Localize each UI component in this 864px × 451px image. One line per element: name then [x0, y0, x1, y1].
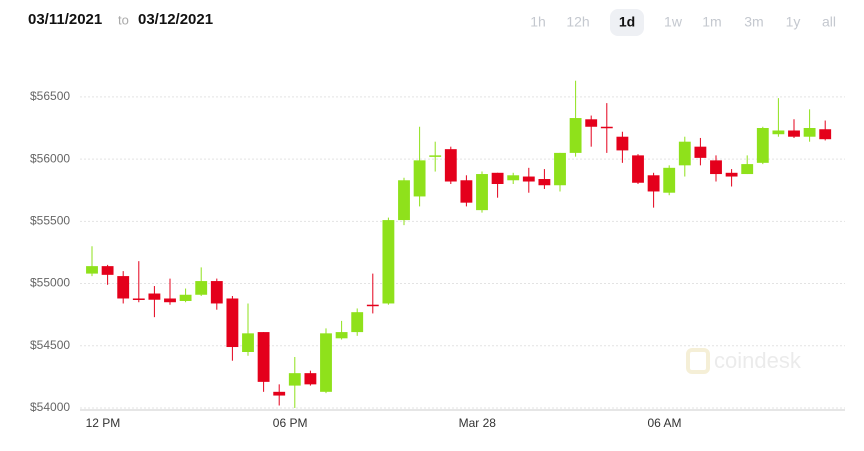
- watermark: coindesk: [686, 348, 802, 374]
- candle-body: [86, 266, 98, 274]
- candle-body: [538, 179, 551, 186]
- range-button[interactable]: 1w: [664, 14, 683, 30]
- range-button[interactable]: 1d: [619, 14, 635, 30]
- candle-body: [803, 128, 816, 137]
- candle-body: [320, 333, 332, 392]
- date-from: 03/11/2021: [28, 11, 102, 28]
- candle-body: [756, 128, 769, 163]
- watermark-text: coindesk: [714, 348, 802, 373]
- candle-body: [522, 176, 535, 182]
- candle-body: [616, 136, 629, 151]
- candle-body: [678, 141, 691, 166]
- candle-body: [164, 298, 176, 303]
- y-tick-label: $54000: [30, 400, 70, 414]
- range-selected-bg: [610, 9, 644, 36]
- x-tick-label: 06 PM: [273, 416, 308, 430]
- candle-body: [554, 152, 566, 186]
- candle-body: [694, 146, 707, 158]
- candle-body: [460, 180, 473, 203]
- candle-body: [304, 373, 317, 385]
- candle-body: [491, 172, 504, 184]
- candle-body: [632, 155, 644, 183]
- range-button[interactable]: 12h: [566, 14, 589, 30]
- candle-body: [242, 333, 254, 352]
- candle-body: [195, 281, 208, 295]
- range-button[interactable]: 3m: [744, 14, 763, 30]
- candle-body: [585, 119, 598, 127]
- candle-body: [444, 149, 457, 182]
- candle-body: [117, 276, 130, 299]
- candle-body: [257, 332, 270, 382]
- candle-body: [226, 298, 239, 348]
- candle-body: [335, 332, 348, 339]
- candle-body: [148, 293, 161, 300]
- candle-body: [273, 391, 286, 396]
- x-tick-label: 12 PM: [86, 416, 121, 430]
- candle-body: [179, 294, 192, 301]
- range-button[interactable]: all: [822, 14, 836, 30]
- candle-body: [351, 312, 364, 333]
- y-tick-label: $56000: [30, 151, 70, 165]
- candle-body: [101, 266, 114, 275]
- range-buttons: 1h 12h 1d 1w 1m 3m 1y all: [530, 9, 836, 36]
- candle-body: [725, 172, 738, 177]
- y-tick-label: $55500: [30, 214, 70, 228]
- candle-body: [788, 130, 800, 137]
- candle-body: [569, 118, 582, 153]
- candle-body: [647, 175, 660, 192]
- candle-body: [772, 130, 785, 135]
- candle-body: [507, 175, 520, 181]
- range-button[interactable]: 1m: [702, 14, 721, 30]
- candle-body: [600, 126, 613, 129]
- candle-body: [476, 174, 488, 211]
- candle-body: [819, 129, 832, 140]
- x-tick-label: 06 AM: [648, 416, 682, 430]
- range-button[interactable]: 1y: [786, 14, 801, 30]
- candle-body: [398, 180, 410, 221]
- candle-body: [210, 281, 223, 304]
- candle-body: [429, 155, 442, 157]
- candle-body: [663, 167, 676, 193]
- candle-body: [741, 164, 754, 175]
- candle-body: [366, 304, 379, 307]
- y-tick-label: $56500: [30, 89, 70, 103]
- date-separator: to: [118, 12, 129, 27]
- candle-body: [710, 160, 722, 175]
- candle-body: [288, 373, 301, 386]
- candle-body: [132, 298, 145, 300]
- candle-body: [413, 160, 426, 197]
- y-tick-label: $54500: [30, 338, 70, 352]
- date-to: 03/12/2021: [138, 11, 213, 28]
- x-tick-label: Mar 28: [459, 416, 497, 430]
- y-tick-label: $55000: [30, 276, 70, 290]
- range-button[interactable]: 1h: [530, 14, 546, 30]
- watermark-icon: [686, 348, 710, 374]
- candle-body: [382, 220, 395, 304]
